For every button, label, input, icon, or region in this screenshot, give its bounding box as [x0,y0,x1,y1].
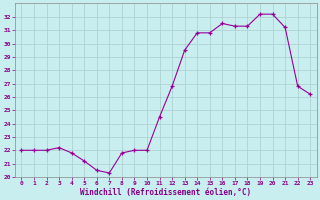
X-axis label: Windchill (Refroidissement éolien,°C): Windchill (Refroidissement éolien,°C) [80,188,252,197]
